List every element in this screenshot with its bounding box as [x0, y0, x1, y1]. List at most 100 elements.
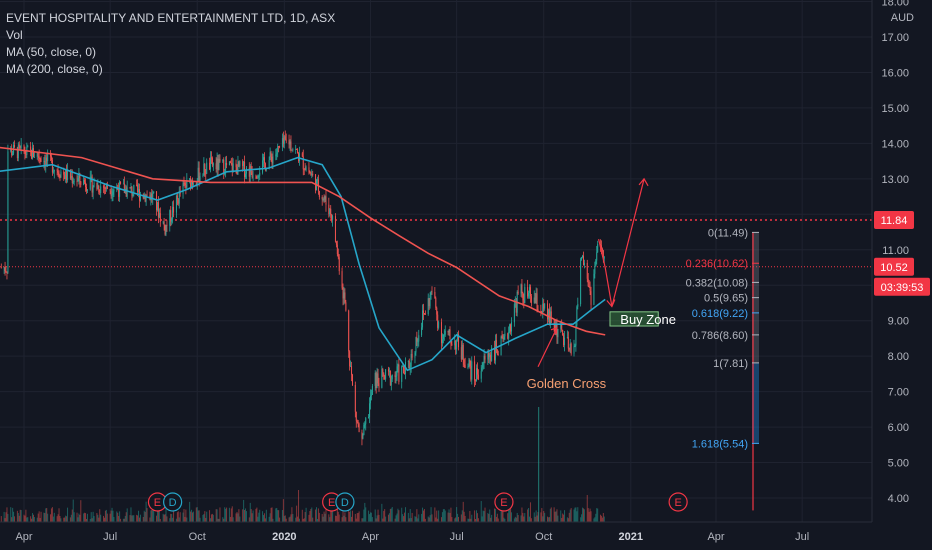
candle-body [457, 334, 459, 340]
volume-bar [158, 510, 160, 522]
annotations[interactable]: Buy Zone Golden Cross [527, 177, 676, 391]
candle-body [497, 354, 499, 356]
candle-body [589, 286, 591, 292]
time-tick-label: Apr [707, 531, 724, 543]
candle-body [5, 270, 7, 272]
volume-bar [36, 517, 38, 522]
candle-body [256, 177, 258, 179]
earnings-marker[interactable] [494, 492, 514, 512]
volume-bar [223, 518, 225, 522]
price-tick-label: 9.00 [888, 316, 909, 328]
candle-body [43, 160, 45, 162]
volume-bar [576, 511, 578, 522]
fib-level-label[interactable]: 0.5(9.65) [704, 293, 748, 305]
candle-body [56, 169, 58, 171]
volume-bar [298, 489, 300, 522]
candle-body [20, 144, 22, 149]
candle-body [97, 185, 99, 189]
candle-body [100, 186, 102, 193]
fib-level-label[interactable]: 1.618(5.54) [692, 438, 748, 450]
candle-body [468, 359, 470, 367]
volume-bar [11, 517, 13, 522]
volume-bar [529, 502, 531, 522]
symbol-title[interactable]: EVENT HOSPITALITY AND ENTERTAINMENT LTD,… [6, 11, 336, 25]
volume-bar [296, 505, 298, 522]
volume-bar [165, 507, 167, 522]
candle-body [104, 188, 106, 190]
candle-body [395, 375, 397, 377]
candle-body [528, 293, 530, 297]
volume-bar [364, 502, 366, 522]
volume-bar [369, 514, 371, 522]
candle-body [292, 149, 294, 151]
volume-bar [137, 515, 139, 522]
candle-body [587, 278, 589, 287]
volume-bar [209, 510, 211, 522]
candle-body [288, 140, 290, 145]
currency-label[interactable]: AUD [891, 12, 914, 24]
volume-bar [166, 516, 168, 522]
candle-body [580, 259, 582, 305]
volume-bar [396, 513, 398, 522]
candle-body [488, 353, 490, 358]
fib-level-label[interactable]: 0(11.49) [708, 227, 748, 239]
candle-body [458, 334, 460, 348]
candle-body [544, 303, 546, 309]
dividend-marker[interactable] [163, 492, 183, 512]
golden-cross-label[interactable]: Golden Cross [527, 376, 607, 391]
candle-body [364, 423, 366, 425]
fib-level-label[interactable]: 1(7.81) [713, 358, 748, 370]
candle-body [156, 191, 158, 211]
fib-level-label[interactable]: 0.382(10.08) [686, 277, 748, 289]
price-badge[interactable] [874, 277, 930, 296]
candle-body [540, 311, 542, 312]
legend-ma50[interactable]: MA (50, close, 0) [6, 45, 97, 59]
candle-body [464, 364, 466, 369]
candle-body [523, 300, 525, 304]
candle-body [12, 153, 14, 156]
volume-bar [231, 506, 233, 522]
volume-bar [567, 518, 569, 522]
buy-zone-box[interactable] [609, 311, 659, 327]
time-axis[interactable]: Apr Jul Oct 2020 Apr Jul Oct 2021 Apr Jul [0, 521, 872, 543]
volume-bar [24, 515, 26, 522]
price-badge[interactable] [874, 210, 914, 229]
volume-bar [344, 512, 346, 522]
volume-bar [461, 510, 463, 522]
volume-bar [235, 513, 237, 522]
fib-level-label[interactable]: 0.236(10.62) [686, 258, 748, 270]
buy-zone-label[interactable]: Buy Zone [620, 312, 676, 327]
candle-body [172, 206, 174, 219]
candle-body [173, 206, 175, 213]
volume-bar [325, 509, 327, 522]
candle-body [146, 194, 148, 196]
fib-level-label[interactable]: 0.786(8.60) [692, 330, 748, 342]
volume-bar [337, 511, 339, 522]
volume-bar [544, 512, 546, 522]
fib-level-label[interactable]: 0.618(9.22) [692, 308, 748, 320]
legend-ma200[interactable]: MA (200, close, 0) [6, 62, 103, 76]
volume-bar [238, 509, 240, 522]
volume-bar [183, 509, 185, 522]
volume-bar [52, 516, 54, 522]
candle-body [183, 183, 185, 185]
price-axis[interactable]: 18.0017.0016.0015.0014.0013.0012.0011.00… [871, 0, 930, 522]
fib-retracement[interactable]: 0(11.49) 0.236(10.62) 0.382(10.08) 0.5(9.65… [686, 227, 759, 511]
volume-bar [248, 517, 250, 522]
candle-body [136, 184, 138, 186]
earnings-marker[interactable] [668, 492, 688, 512]
candle-body [305, 167, 307, 171]
volume-bar [351, 510, 353, 522]
candle-body [30, 146, 32, 151]
candle-body [226, 162, 228, 166]
candle-body [356, 420, 358, 422]
dividend-marker[interactable] [335, 492, 355, 512]
candle-body [249, 165, 251, 177]
legend-vol[interactable]: Vol [6, 28, 23, 42]
price-badge[interactable] [874, 257, 914, 276]
volume-bar [438, 510, 440, 522]
candle-body [96, 182, 98, 189]
candle-body [542, 303, 544, 314]
